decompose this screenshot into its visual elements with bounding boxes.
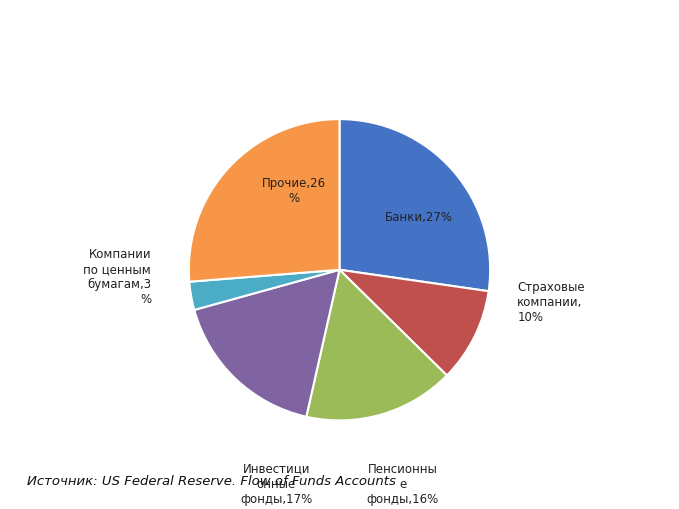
- Text: Компании
по ценным
бумагам,3
%: Компании по ценным бумагам,3 %: [84, 248, 151, 306]
- Text: Пенсионны
е
фонды,16%: Пенсионны е фонды,16%: [367, 463, 439, 505]
- Wedge shape: [340, 270, 489, 376]
- Text: Источник: US Federal Reserve. Flow of Funds Accounts: Источник: US Federal Reserve. Flow of Fu…: [27, 474, 396, 488]
- Wedge shape: [306, 270, 447, 420]
- Wedge shape: [189, 270, 340, 310]
- Text: Страховые
компании,
10%: Страховые компании, 10%: [517, 281, 585, 324]
- Text: Доля отдельных институтов на финансовом рынке США: Доля отдельных институтов на финансовом …: [14, 28, 679, 49]
- Text: Инвестици
онные
фонды,17%: Инвестици онные фонды,17%: [240, 463, 312, 505]
- Wedge shape: [340, 119, 490, 291]
- Wedge shape: [194, 270, 340, 417]
- Text: Прочие,26
%: Прочие,26 %: [262, 178, 327, 206]
- Wedge shape: [189, 119, 340, 281]
- Text: Банки,27%: Банки,27%: [385, 211, 453, 223]
